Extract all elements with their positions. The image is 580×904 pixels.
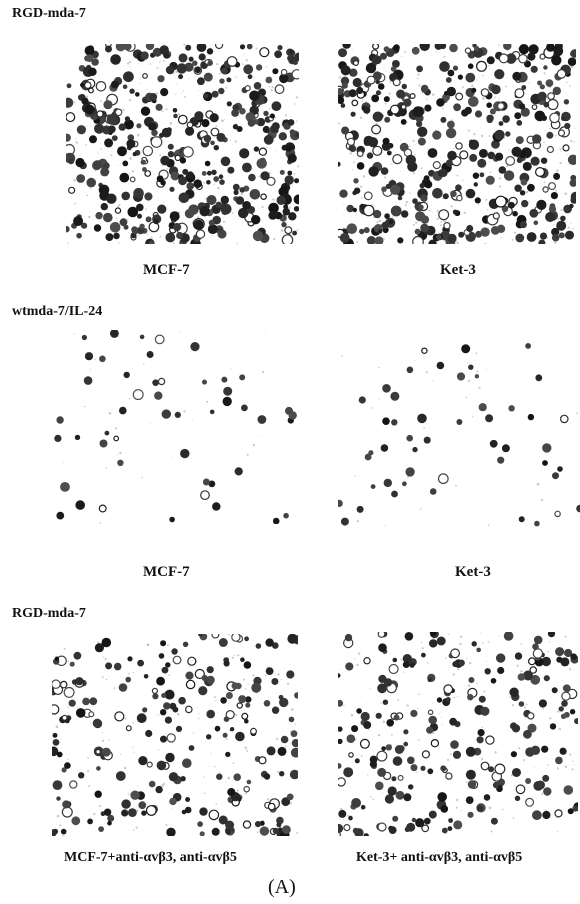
caption-ket3-row1: Ket-3 [440,262,476,278]
micrograph-mcf7-wt [52,330,298,524]
cell-field [66,44,299,244]
micrograph-mcf7-rgd-antibody [52,634,298,836]
caption-mcf7-row1: MCF-7 [143,262,190,278]
row1-treatment-label: RGD-mda-7 [12,6,86,21]
figure-panel-label: (A) [268,876,296,898]
caption-mcf7-row3: MCF-7+anti-αvβ3, anti-αvβ5 [64,850,237,865]
micrograph-mcf7-rgd [66,44,299,244]
row3-treatment-label: RGD-mda-7 [12,606,86,621]
caption-ket3-row2: Ket-3 [455,564,491,580]
cell-field [338,343,580,527]
caption-ket3-row3: Ket-3+ anti-αvβ3, anti-αvβ5 [356,850,523,865]
cell-field [54,330,297,524]
cell-field [338,44,576,244]
cell-field [338,632,578,836]
micrograph-ket3-rgd [338,44,576,244]
micrograph-ket3-rgd-antibody [338,632,578,836]
row2-treatment-label: wtmda-7/IL-24 [12,304,103,319]
micrograph-ket3-wt [338,338,580,530]
cell-field [52,634,298,836]
caption-mcf7-row2: MCF-7 [143,564,190,580]
